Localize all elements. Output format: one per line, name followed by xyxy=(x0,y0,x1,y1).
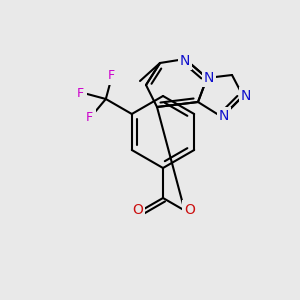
Text: O: O xyxy=(132,203,143,218)
Text: O: O xyxy=(132,203,143,218)
Text: N: N xyxy=(180,54,190,68)
Text: F: F xyxy=(78,87,85,100)
Text: F: F xyxy=(108,70,115,83)
Text: F: F xyxy=(77,87,84,100)
Text: F: F xyxy=(86,111,93,124)
Text: F: F xyxy=(87,110,94,123)
Text: N: N xyxy=(204,71,214,85)
Text: O: O xyxy=(184,202,195,217)
Text: F: F xyxy=(108,69,115,82)
Text: N: N xyxy=(219,109,229,123)
Text: O: O xyxy=(184,202,195,217)
Text: N: N xyxy=(241,89,251,103)
